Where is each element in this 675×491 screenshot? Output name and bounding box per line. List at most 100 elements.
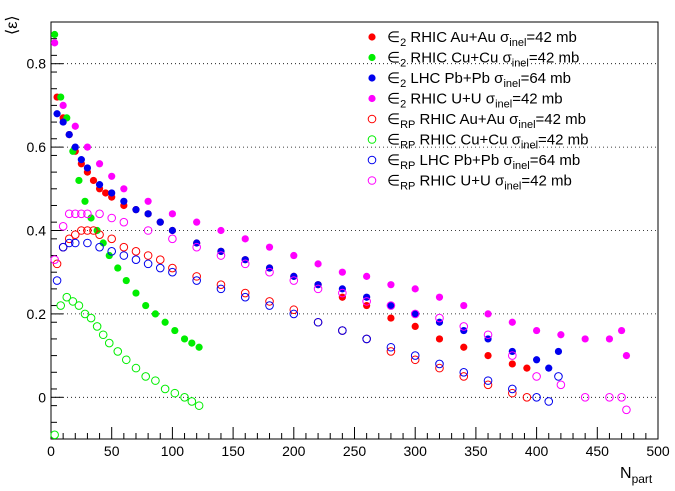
data-point bbox=[98, 330, 108, 340]
data-point bbox=[545, 364, 553, 372]
data-point bbox=[50, 430, 59, 440]
data-point bbox=[105, 251, 113, 260]
data-point bbox=[107, 247, 116, 256]
data-point bbox=[59, 101, 67, 109]
data-point bbox=[80, 309, 90, 319]
data-point bbox=[240, 259, 250, 269]
data-point bbox=[554, 372, 563, 381]
data-point bbox=[435, 293, 444, 301]
data-point bbox=[171, 326, 179, 335]
data-point bbox=[580, 393, 590, 402]
y-tick-label: 0.2 bbox=[27, 306, 47, 322]
data-point bbox=[386, 301, 396, 310]
data-marks bbox=[50, 30, 631, 440]
data-point bbox=[241, 235, 249, 243]
data-point bbox=[120, 185, 128, 193]
data-point bbox=[265, 301, 274, 310]
data-point bbox=[617, 393, 626, 402]
y-tick-label: 0.8 bbox=[27, 56, 47, 72]
data-point bbox=[508, 388, 517, 398]
data-point bbox=[52, 259, 62, 269]
data-point bbox=[71, 143, 79, 151]
legend-label: ∈2 LHC Pb+Pb σinel=64 mb bbox=[387, 70, 571, 90]
data-point bbox=[460, 301, 468, 310]
data-point bbox=[193, 218, 201, 226]
data-point bbox=[410, 309, 420, 319]
data-point bbox=[411, 310, 419, 318]
data-point bbox=[483, 380, 493, 390]
data-point bbox=[483, 376, 493, 385]
data-point bbox=[83, 226, 92, 235]
data-point bbox=[387, 281, 395, 289]
data-point bbox=[53, 110, 61, 118]
data-point bbox=[192, 242, 201, 252]
data-point bbox=[95, 181, 104, 189]
data-point bbox=[265, 297, 274, 306]
data-point bbox=[533, 356, 541, 364]
legend-marker bbox=[368, 33, 376, 41]
data-point bbox=[89, 226, 98, 235]
data-point bbox=[83, 238, 92, 248]
data-point bbox=[187, 397, 197, 406]
legend-label: ∈RP RHIC Cu+Cu σinel=42 mb bbox=[387, 132, 588, 152]
legend-marker bbox=[367, 135, 377, 144]
data-point bbox=[168, 226, 176, 235]
data-point bbox=[83, 209, 92, 219]
data-point bbox=[180, 393, 189, 402]
data-point bbox=[188, 339, 196, 347]
data-point bbox=[64, 209, 74, 219]
data-point bbox=[313, 317, 323, 327]
data-point bbox=[51, 30, 59, 39]
data-point bbox=[386, 342, 396, 352]
data-point bbox=[119, 242, 129, 252]
data-point bbox=[108, 189, 116, 197]
data-point bbox=[459, 322, 469, 331]
data-point bbox=[411, 322, 419, 331]
data-point bbox=[216, 251, 226, 260]
data-point bbox=[265, 267, 274, 277]
x-tick-label: 400 bbox=[525, 443, 549, 459]
data-point bbox=[156, 218, 164, 226]
data-point bbox=[89, 176, 98, 185]
data-point bbox=[52, 276, 62, 285]
data-point bbox=[460, 343, 468, 351]
data-point bbox=[532, 393, 541, 402]
data-point bbox=[151, 310, 160, 318]
data-point bbox=[544, 397, 554, 406]
data-point bbox=[107, 234, 116, 244]
data-point bbox=[435, 359, 444, 369]
data-point bbox=[508, 360, 516, 368]
x-tick-label: 50 bbox=[104, 443, 120, 459]
data-point bbox=[605, 335, 614, 343]
data-point bbox=[484, 310, 492, 318]
y-tick-label: 0.6 bbox=[27, 139, 47, 155]
data-point bbox=[122, 276, 130, 285]
data-point bbox=[289, 305, 299, 315]
data-point bbox=[119, 251, 129, 260]
data-point bbox=[74, 301, 84, 310]
data-point bbox=[522, 393, 532, 402]
data-point bbox=[435, 335, 444, 343]
data-point bbox=[289, 276, 299, 285]
data-point bbox=[459, 367, 469, 377]
data-point bbox=[161, 318, 169, 326]
data-point bbox=[508, 318, 516, 326]
y-tick-label: 0 bbox=[38, 389, 46, 405]
data-point bbox=[77, 156, 85, 164]
data-point bbox=[58, 242, 68, 252]
data-point bbox=[192, 272, 201, 281]
data-point bbox=[386, 347, 396, 356]
data-point bbox=[459, 372, 469, 381]
y-tick-label: 0.4 bbox=[27, 223, 47, 239]
data-point bbox=[217, 226, 225, 235]
data-point bbox=[68, 297, 78, 306]
data-point bbox=[141, 372, 150, 381]
data-point bbox=[554, 347, 563, 356]
data-point bbox=[108, 172, 116, 180]
data-point bbox=[508, 384, 517, 394]
data-point bbox=[362, 334, 371, 344]
data-point bbox=[87, 214, 95, 222]
axes: 0 50 100 150 200 250 300 350 400 450 500 0 0.2 0.4 0.6… bbox=[27, 21, 670, 459]
data-point bbox=[83, 143, 92, 151]
data-point bbox=[289, 309, 299, 319]
